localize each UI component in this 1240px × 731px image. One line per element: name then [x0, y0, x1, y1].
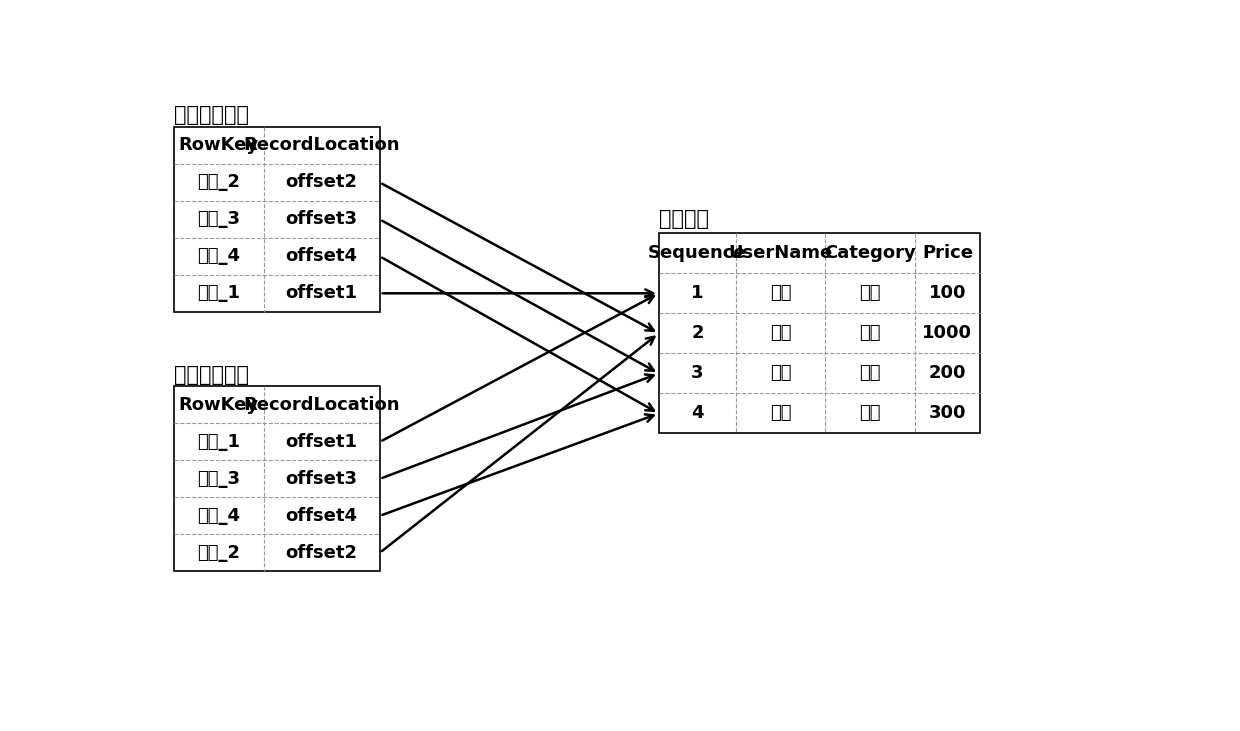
Text: 1: 1	[691, 284, 704, 303]
Text: offset1: offset1	[285, 284, 357, 303]
Text: UserName: UserName	[729, 244, 833, 262]
Text: 100: 100	[929, 284, 966, 303]
Text: offset3: offset3	[285, 211, 357, 228]
Text: 商品类别索引: 商品类别索引	[175, 365, 249, 385]
Text: offset2: offset2	[285, 173, 357, 192]
Text: 百货: 百货	[859, 404, 880, 423]
Text: 数码: 数码	[859, 325, 880, 342]
Text: 百货_4: 百货_4	[197, 507, 241, 525]
Text: 3: 3	[691, 364, 704, 382]
Text: 百货_3: 百货_3	[197, 470, 241, 488]
Text: offset2: offset2	[285, 544, 357, 562]
Text: RowKey: RowKey	[179, 137, 259, 154]
Bar	[175, 387, 379, 572]
Text: 2: 2	[691, 325, 704, 342]
Text: 李四_2: 李四_2	[197, 173, 241, 192]
Text: RecordLocation: RecordLocation	[243, 396, 399, 414]
Text: 原始数据: 原始数据	[658, 209, 709, 230]
Text: 1000: 1000	[923, 325, 972, 342]
Text: 张三: 张三	[770, 284, 791, 303]
Text: offset3: offset3	[285, 470, 357, 488]
Text: 300: 300	[929, 404, 966, 423]
Bar	[658, 233, 981, 433]
Text: 张三_1: 张三_1	[197, 284, 241, 303]
Text: 李四_3: 李四_3	[197, 211, 241, 228]
Text: 用户标识索引: 用户标识索引	[175, 105, 249, 126]
Text: 王五_4: 王五_4	[197, 247, 241, 265]
Text: RowKey: RowKey	[179, 396, 259, 414]
Text: 4: 4	[691, 404, 704, 423]
Text: 李四: 李四	[770, 325, 791, 342]
Text: offset1: offset1	[285, 433, 357, 451]
Text: 百货: 百货	[859, 364, 880, 382]
Bar	[175, 127, 379, 312]
Text: Sequence: Sequence	[649, 244, 746, 262]
Text: offset4: offset4	[285, 247, 357, 265]
Text: 王五: 王五	[770, 404, 791, 423]
Text: RecordLocation: RecordLocation	[243, 137, 399, 154]
Text: Category: Category	[825, 244, 916, 262]
Text: 百货: 百货	[859, 284, 880, 303]
Text: 数码_2: 数码_2	[197, 544, 241, 562]
Text: Price: Price	[921, 244, 973, 262]
Text: 百货_1: 百货_1	[197, 433, 241, 451]
Text: 200: 200	[929, 364, 966, 382]
Text: offset4: offset4	[285, 507, 357, 525]
Text: 李四: 李四	[770, 364, 791, 382]
